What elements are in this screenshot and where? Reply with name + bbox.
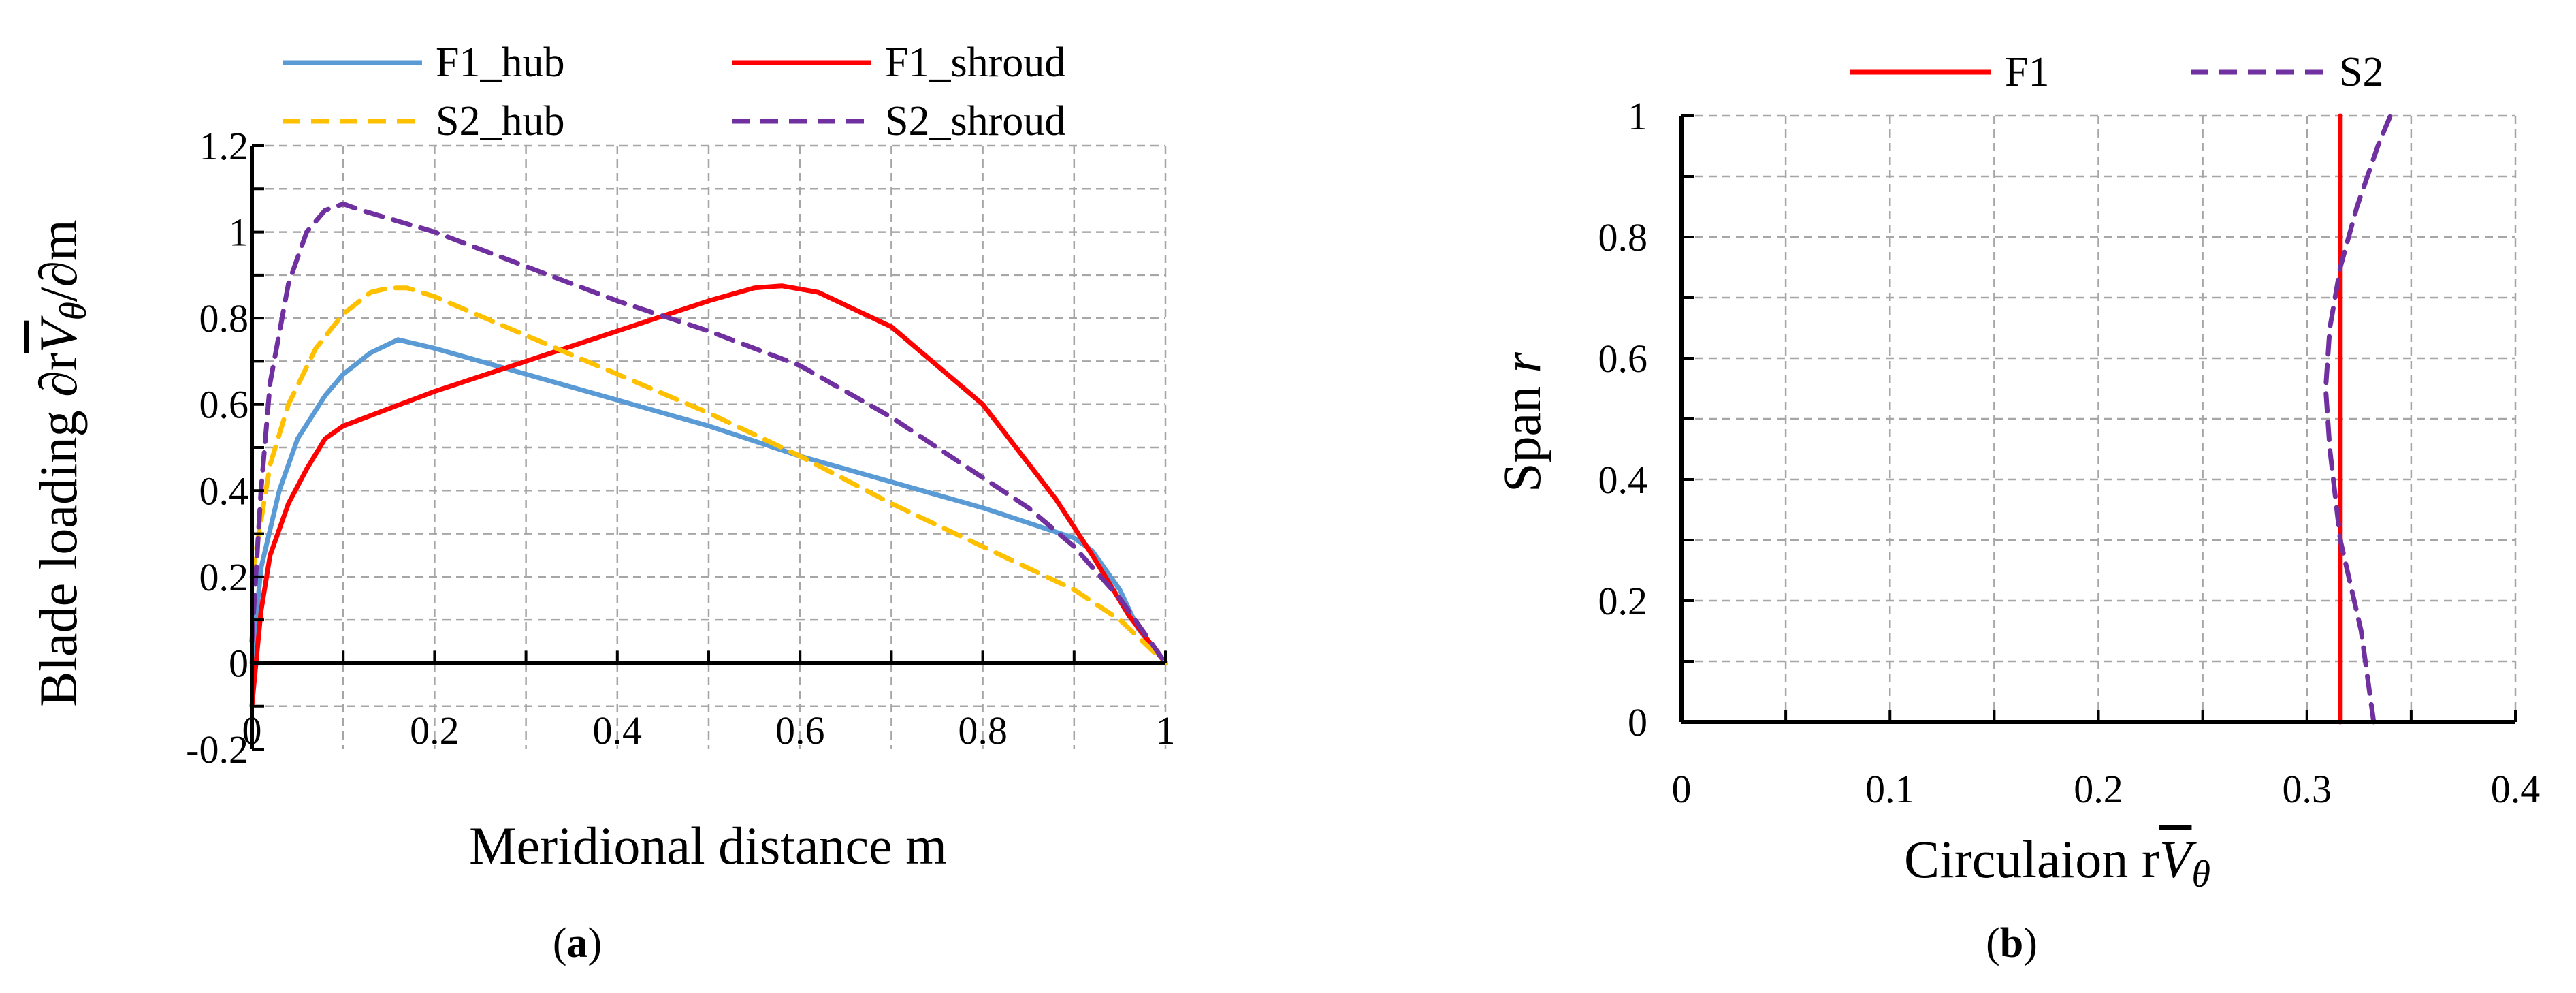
chart-a-xlabel: Meridional distance m [469, 816, 947, 875]
series-s2 [2323, 113, 2393, 725]
chart-b-legend: F1 S2 [1850, 49, 2383, 95]
chart-a-ylabel-sub: θ [52, 302, 95, 321]
chart-b: 0 0.2 0.4 0.6 0.8 1 0 0.1 0.2 0.3 0.4 F1 S2 Span r… [1492, 49, 2540, 966]
legend-label-f1-shroud: F1_shroud [885, 40, 1065, 86]
chart-a-xtick-3: 0.6 [775, 708, 825, 753]
chart-b-ytick-4: 0.8 [1598, 215, 1648, 259]
chart-b-xlabel-v: V [2159, 830, 2197, 889]
chart-b-series [2323, 113, 2393, 725]
series-s2-hub [249, 285, 1168, 665]
legend-label-s2-shroud: S2_shroud [885, 98, 1065, 144]
chart-b-ticks: 0 0.2 0.4 0.6 0.8 1 0 0.1 0.2 0.3 0.4 [1598, 94, 2541, 811]
chart-b-xtick-1: 0.1 [1865, 767, 1915, 811]
chart-b-xtick-3: 0.3 [2283, 767, 2332, 811]
chart-b-ytick-1: 0.2 [1598, 579, 1648, 623]
chart-a-legend: F1_hub F1_shroud S2_hub S2_shroud [283, 40, 1065, 144]
chart-b-ytick-3: 0.6 [1598, 336, 1648, 381]
chart-a-series [249, 201, 1168, 709]
chart-b-ytick-0: 0 [1628, 700, 1647, 744]
chart-a-ytick-1: 0 [229, 641, 248, 685]
chart-b-xlabel-prefix: Circulaion r [1904, 830, 2159, 889]
chart-a: -0.200.20.40.60.811.20 0.2 0.4 0.6 0.8 1 F1_h… [29, 40, 1176, 966]
chart-a-xtick-5: 1 [1156, 708, 1176, 753]
legend-label-s2-hub: S2_hub [436, 98, 564, 144]
chart-a-ytick-5: 0.8 [199, 296, 249, 341]
chart-a-ylabel: Blade loading ∂rVθ/∂m [29, 219, 95, 706]
chart-a-ytick-7: 1.2 [199, 124, 249, 168]
chart-a-panel-label: (a) [553, 920, 602, 966]
chart-a-ylabel-v: V [29, 315, 88, 353]
legend-label-f1: F1 [2005, 49, 2049, 95]
chart-a-ytick-3: 0.4 [199, 469, 249, 513]
chart-b-ylabel: Span r [1492, 351, 1551, 492]
legend-label-f1-hub: F1_hub [436, 40, 564, 86]
chart-a-ytick-2: 0.2 [199, 555, 249, 599]
chart-b-xtick-0: 0 [1672, 767, 1692, 811]
chart-a-ytick-6: 1 [229, 210, 248, 255]
chart-a-ylabel-prefix: Blade loading ∂r [29, 353, 88, 706]
chart-a-ticks: -0.200.20.40.60.811.20 0.2 0.4 0.6 0.8 1 [186, 124, 1175, 772]
chart-a-ytick-4: 0.6 [199, 383, 249, 427]
chart-a-ylabel-suffix: /∂m [29, 219, 88, 302]
chart-a-xtick-0: 0 [242, 708, 262, 753]
chart-b-ytick-5: 1 [1628, 94, 1647, 138]
series-f1-shroud [249, 283, 1168, 709]
chart-b-ylabel-var: r [1492, 351, 1551, 373]
series-s2-shroud [249, 201, 1168, 665]
chart-b-ylabel-prefix: Span [1492, 373, 1551, 492]
chart-b-ytick-2: 0.4 [1598, 458, 1648, 502]
chart-b-xtick-4: 0.4 [2491, 767, 2541, 811]
chart-b-xlabel: Circulaion rVθ [1904, 830, 2210, 896]
chart-b-xtick-2: 0.2 [2074, 767, 2123, 811]
chart-b-xlabel-sub: θ [2191, 853, 2210, 896]
chart-a-xtick-2: 0.4 [593, 708, 643, 753]
chart-b-panel-label: (b) [1986, 920, 2038, 966]
legend-label-s2: S2 [2339, 49, 2383, 95]
chart-a-ytick-0: -0.2 [186, 727, 248, 772]
chart-a-xtick-1: 0.2 [410, 708, 460, 753]
chart-a-grid [252, 144, 1167, 749]
chart-b-grid [1681, 114, 2517, 722]
chart-a-xtick-4: 0.8 [958, 708, 1008, 753]
